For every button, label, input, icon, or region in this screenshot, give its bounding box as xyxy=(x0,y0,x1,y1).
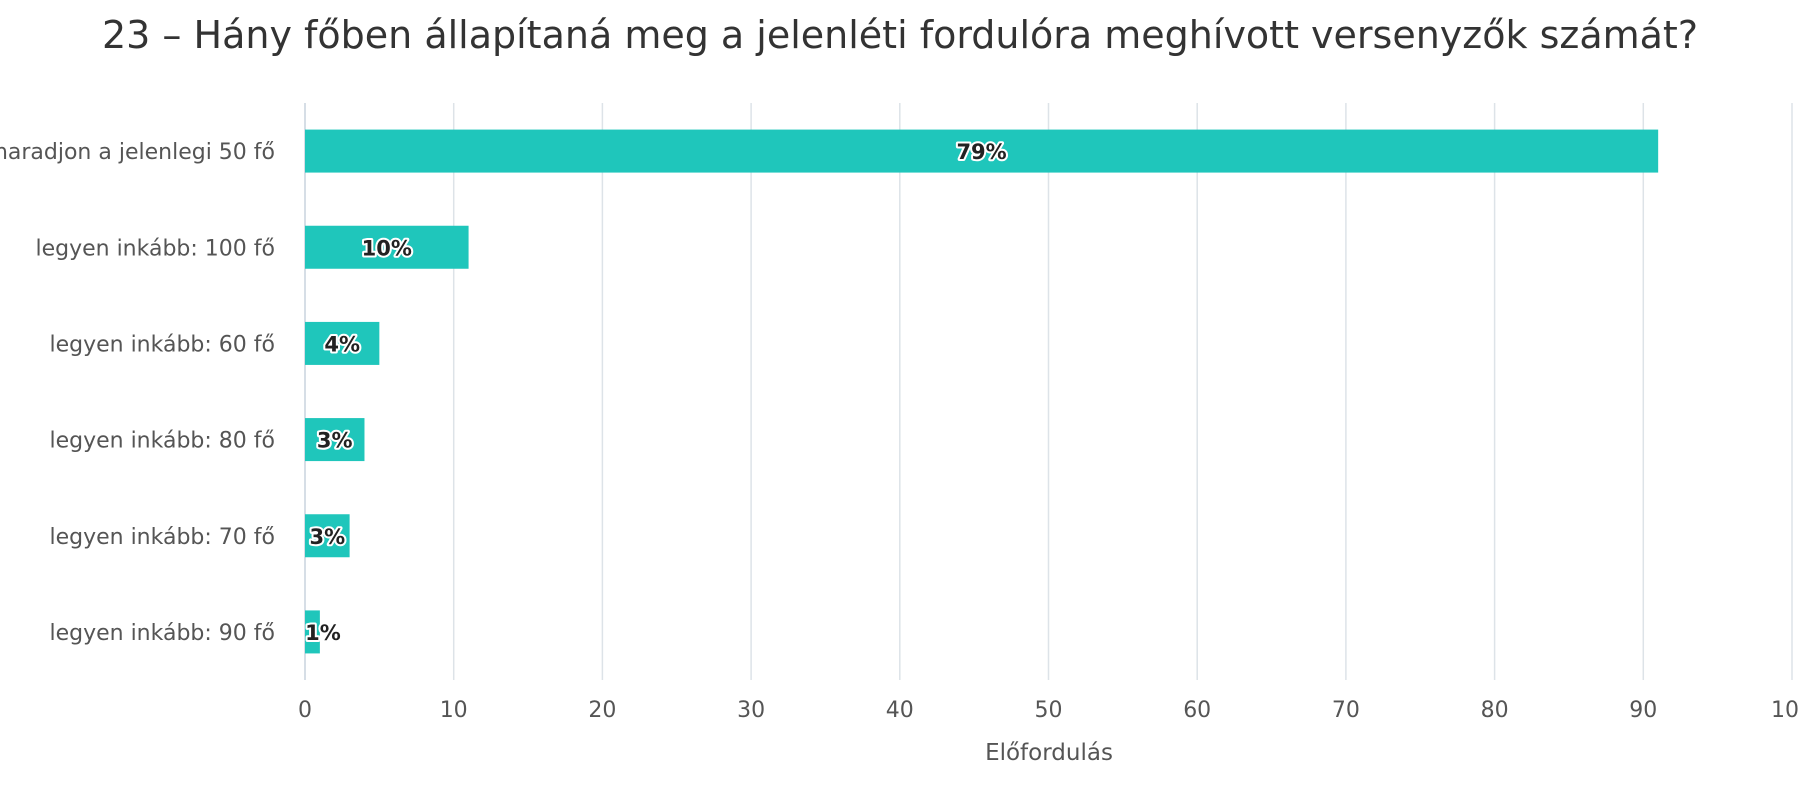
category-label: maradjon a jelenlegi 50 fő xyxy=(0,140,275,165)
category-label: legyen inkább: 60 fő xyxy=(49,332,275,357)
bar xyxy=(305,225,469,269)
category-label: legyen inkább: 100 fő xyxy=(35,236,275,261)
x-tick-label: 0 xyxy=(298,698,312,723)
x-tick-label: 40 xyxy=(886,698,914,723)
x-tick-label: 90 xyxy=(1629,698,1657,723)
bar xyxy=(305,321,380,365)
bar xyxy=(305,418,365,462)
data-label: 4% xyxy=(324,332,360,356)
x-tick-label: 50 xyxy=(1035,698,1063,723)
x-axis-title: Előfordulás xyxy=(985,740,1113,766)
data-label: 3% xyxy=(309,525,345,549)
category-label: legyen inkább: 90 fő xyxy=(49,621,275,646)
bar xyxy=(305,610,320,654)
x-tick-label: 10 xyxy=(440,698,468,723)
x-tick-label: 100 xyxy=(1771,698,1800,723)
x-tick-label: 30 xyxy=(737,698,765,723)
data-label: 79% xyxy=(956,140,1006,164)
bars xyxy=(305,129,1659,654)
x-tick-label: 60 xyxy=(1183,698,1211,723)
gridlines xyxy=(304,103,1793,680)
category-label: legyen inkább: 70 fő xyxy=(49,525,275,550)
bar xyxy=(305,129,1659,173)
bar xyxy=(305,514,350,558)
chart-title: 23 – Hány főben állapítaná meg a jelenlé… xyxy=(102,13,1698,57)
x-tick-label: 20 xyxy=(588,698,616,723)
x-axis-tick-labels: 0 10 20 30 40 50 60 70 80 90 100 xyxy=(298,698,1800,723)
data-label: 3% xyxy=(317,429,353,453)
x-tick-label: 80 xyxy=(1481,698,1509,723)
category-label: legyen inkább: 80 fő xyxy=(49,429,275,454)
data-label: 1% xyxy=(305,621,341,645)
data-labels: 79% 10% 4% 3% 3% 1% xyxy=(303,138,1009,647)
x-tick-label: 70 xyxy=(1332,698,1360,723)
category-labels: maradjon a jelenlegi 50 fő legyen inkább:… xyxy=(0,140,275,646)
data-label: 10% xyxy=(362,236,412,260)
